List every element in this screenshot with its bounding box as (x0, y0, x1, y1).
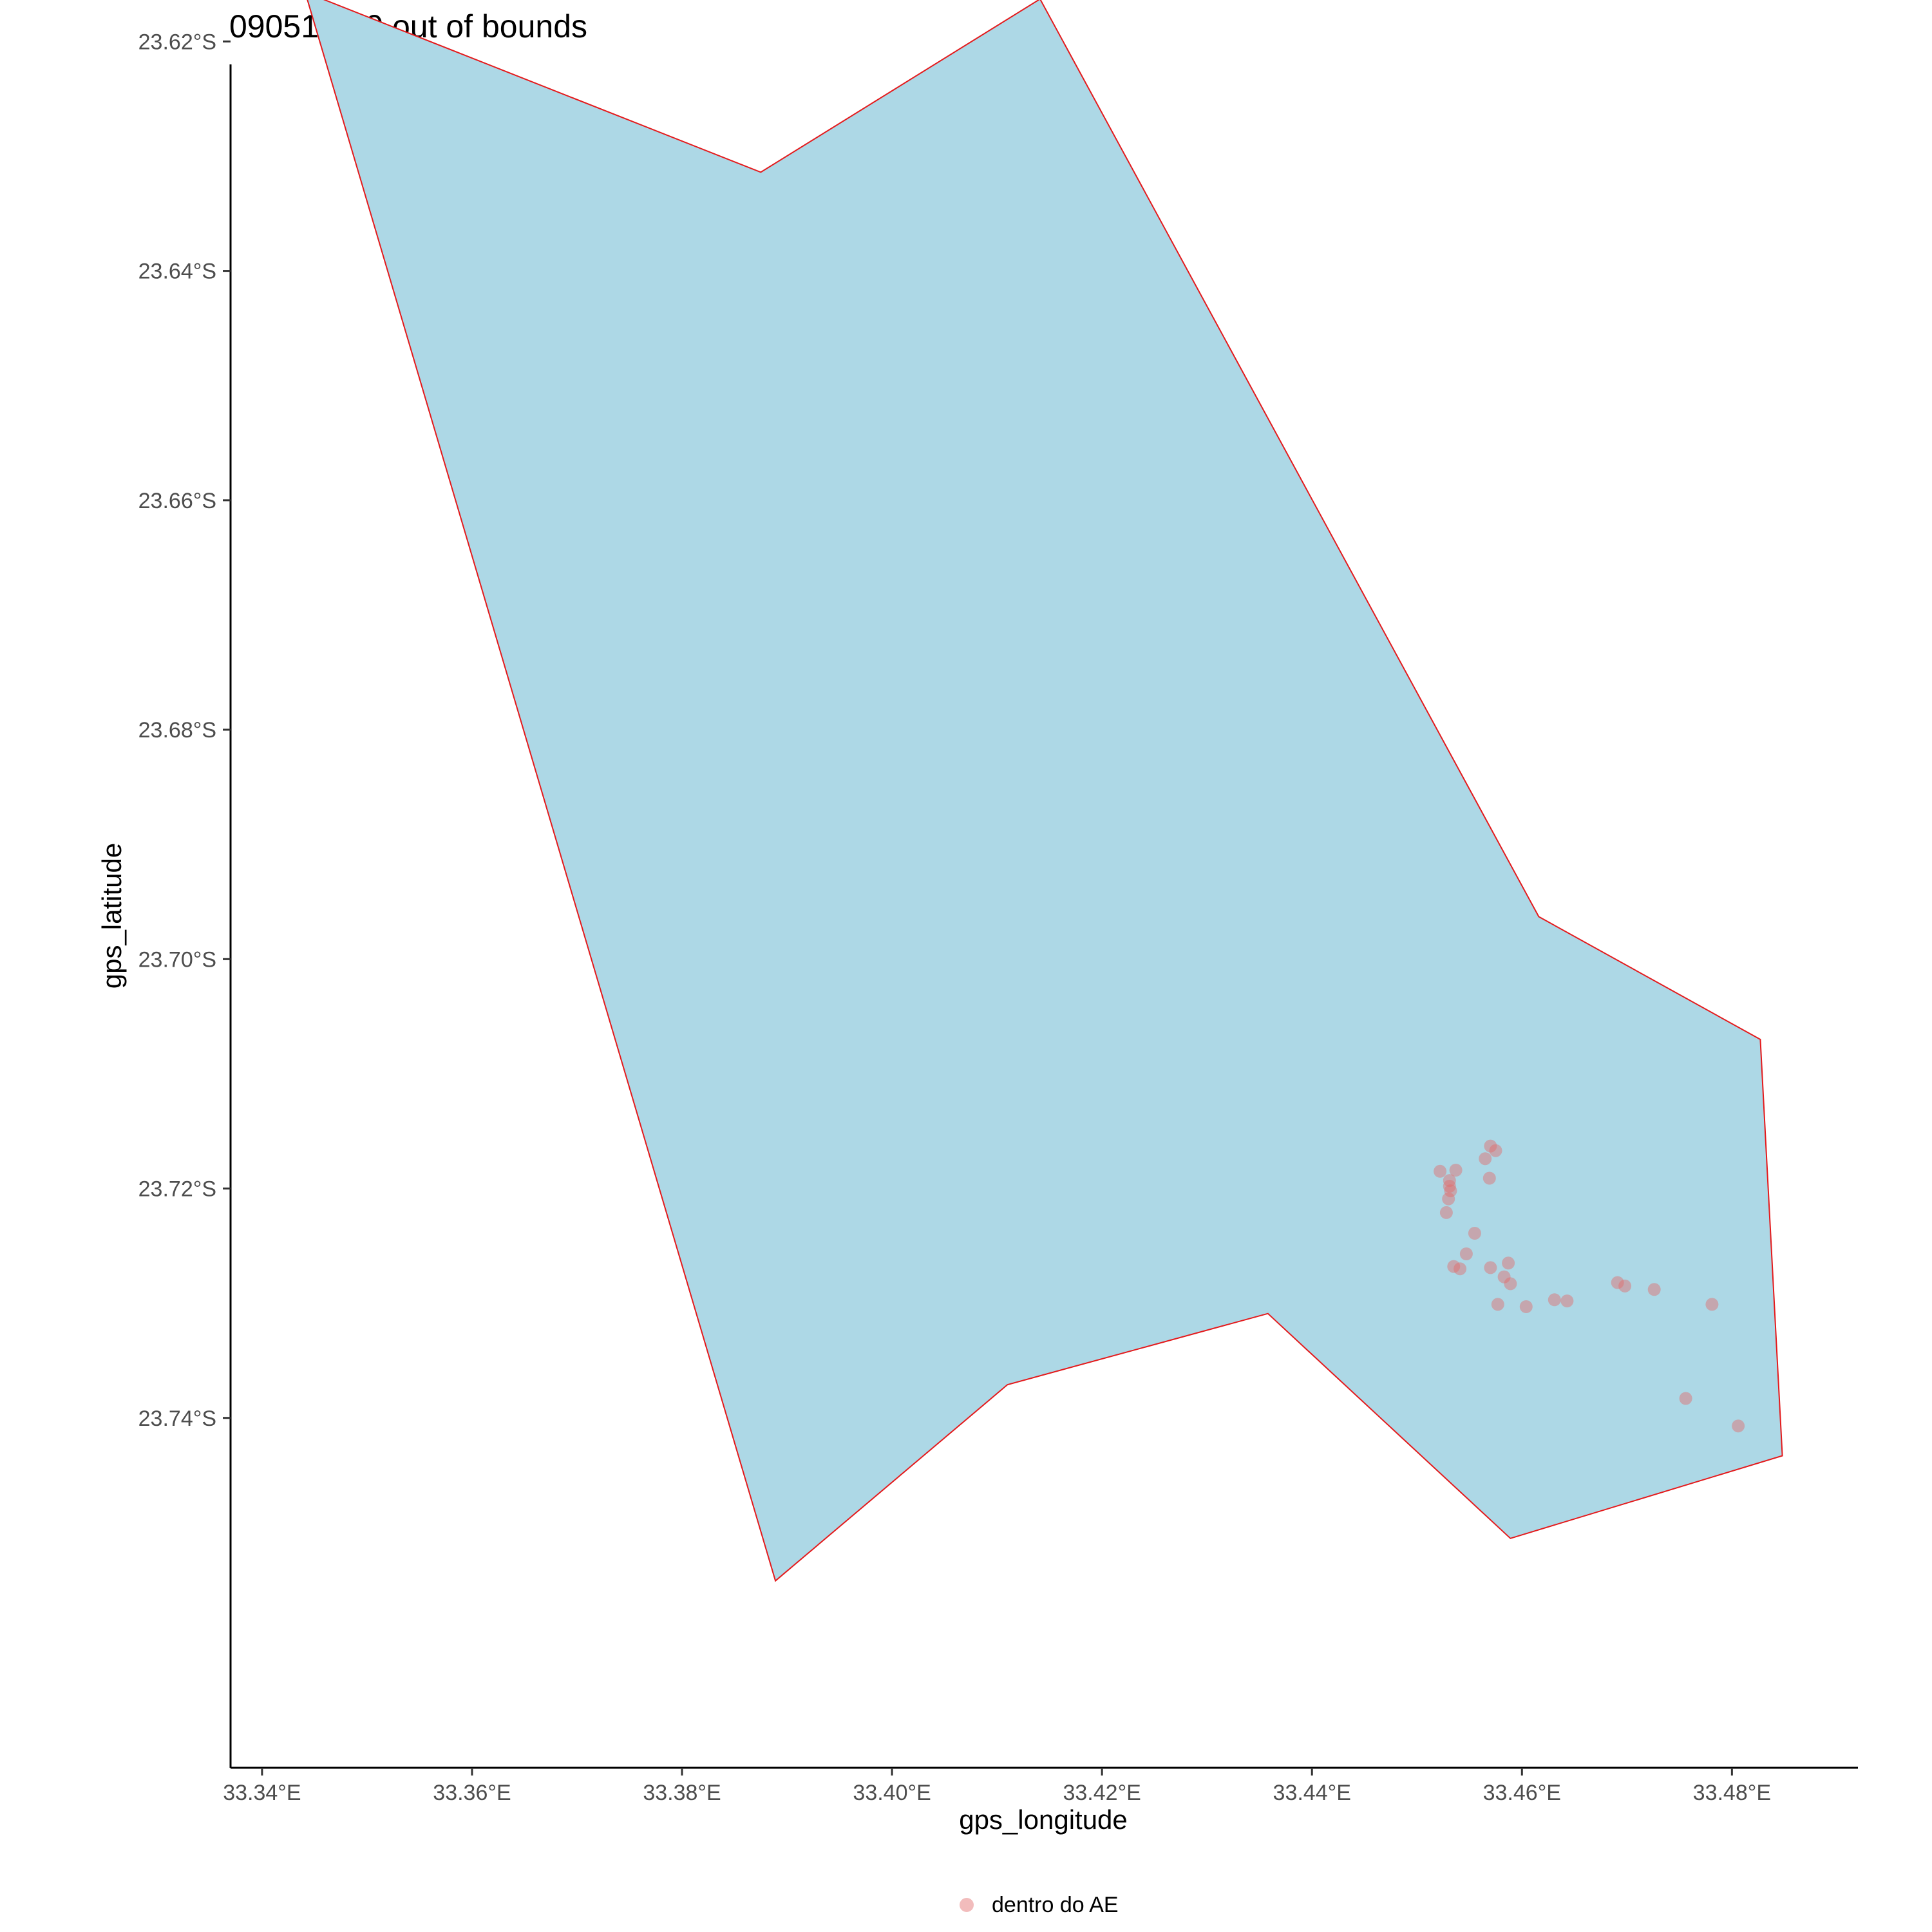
x-tick-label: 33.40°E (853, 1781, 931, 1805)
data-point (1732, 1419, 1745, 1433)
y-tick-label: 23.68°S (138, 718, 216, 743)
x-axis-title: gps_longitude (959, 1804, 1128, 1835)
data-point (1484, 1139, 1497, 1153)
y-tick-label: 23.72°S (138, 1177, 216, 1202)
data-point (1447, 1260, 1461, 1273)
x-tick-label: 33.42°E (1063, 1781, 1141, 1805)
data-point (1479, 1152, 1492, 1166)
y-tick-label: 23.64°S (138, 260, 216, 284)
data-point (1489, 1144, 1502, 1157)
x-tick-label: 33.38°E (643, 1781, 721, 1805)
data-point (1482, 1171, 1496, 1185)
y-tick-label: 23.70°S (138, 947, 216, 972)
x-tick-label: 33.36°E (433, 1781, 511, 1805)
data-point (1504, 1277, 1517, 1291)
data-point (1442, 1192, 1455, 1206)
x-tick-label: 33.48°E (1693, 1781, 1771, 1805)
data-point (1491, 1298, 1504, 1311)
legend: dentro do AE (960, 1886, 1119, 1924)
y-axis-title: gps_latitude (97, 843, 127, 989)
data-point (1454, 1262, 1467, 1276)
y-tick-label: 23.62°S (138, 30, 216, 54)
data-point (1459, 1247, 1473, 1260)
area-polygon (307, 0, 1783, 1582)
y-tick-label: 23.74°S (138, 1406, 216, 1431)
legend-label: dentro do AE (992, 1892, 1119, 1917)
data-point (1434, 1164, 1447, 1178)
data-point (1449, 1164, 1463, 1177)
data-point (1647, 1283, 1661, 1296)
data-point (1548, 1293, 1561, 1307)
data-point (1443, 1174, 1456, 1188)
data-point (1468, 1227, 1481, 1240)
y-tick-label: 23.66°S (138, 489, 216, 513)
data-point (1484, 1261, 1497, 1274)
data-point (1444, 1184, 1457, 1198)
data-point (1502, 1256, 1515, 1270)
x-tick-label: 33.44°E (1273, 1781, 1351, 1805)
x-tick-label: 33.46°E (1483, 1781, 1561, 1805)
data-point (1560, 1294, 1574, 1308)
data-point (1611, 1276, 1624, 1289)
data-point (1519, 1300, 1533, 1313)
legend-point-marker (960, 1898, 974, 1912)
data-point (1443, 1180, 1456, 1193)
x-tick-label: 33.34°E (223, 1781, 301, 1805)
data-point (1497, 1270, 1511, 1283)
data-point (1679, 1392, 1692, 1405)
data-point (1618, 1279, 1632, 1293)
data-point (1439, 1206, 1453, 1219)
data-point (1705, 1298, 1719, 1311)
